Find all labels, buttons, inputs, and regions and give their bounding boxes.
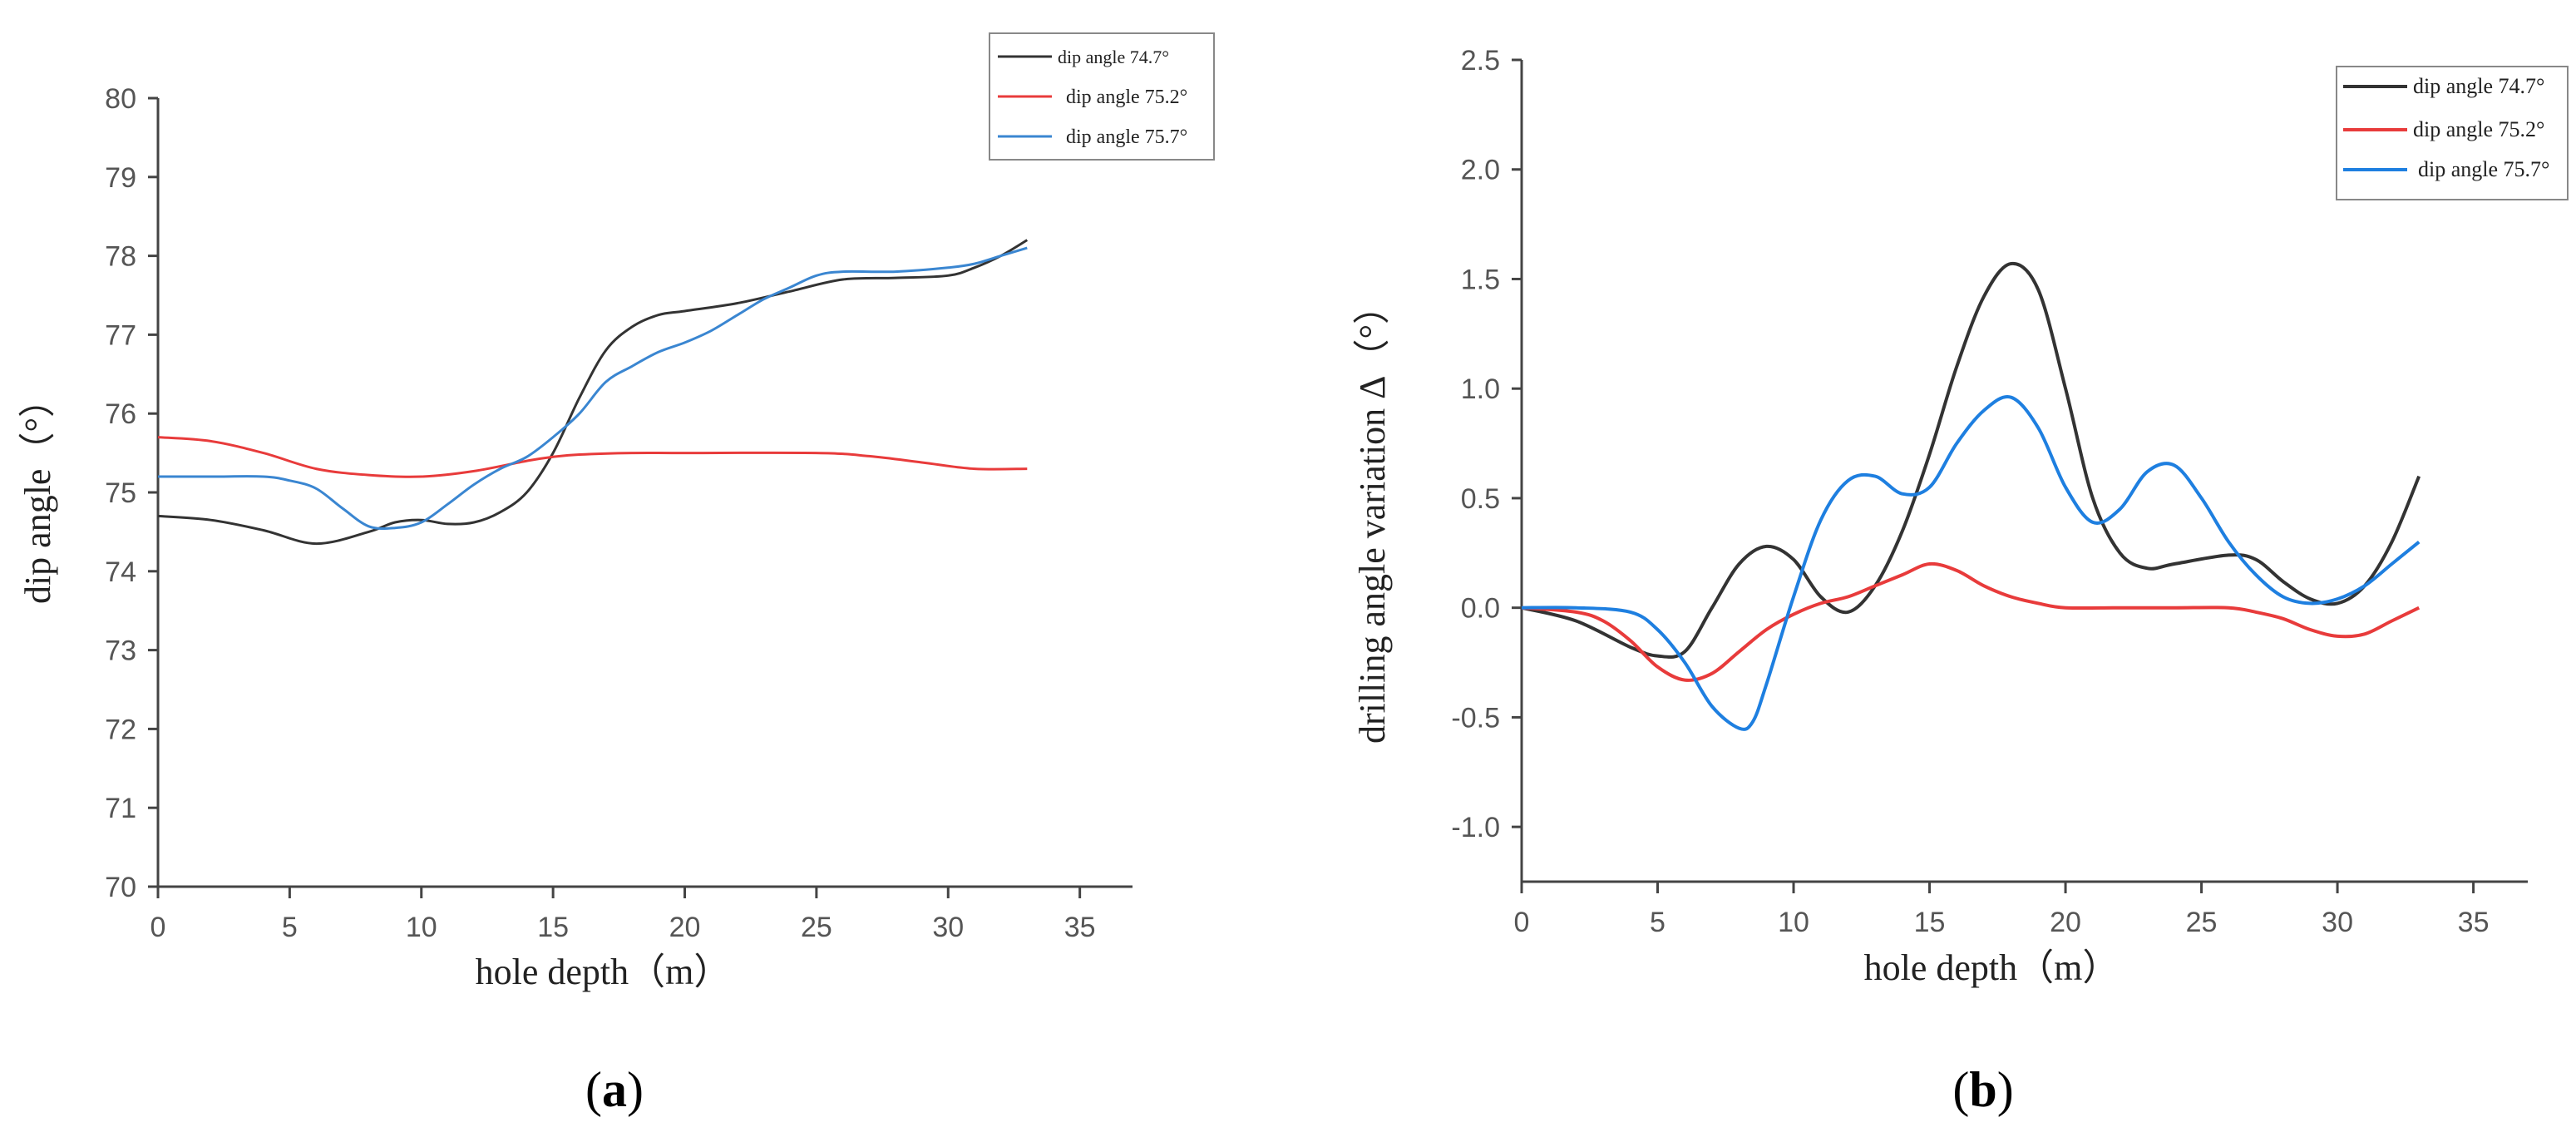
chart-a-series-line-2 [157,246,1028,531]
chart-a-x-tick-label-6: 30 [932,912,964,943]
chart-b-panel-label: (b) [1952,1062,2013,1117]
chart-a-x-ticks: 0 5 10 15 20 25 30 35 [151,887,1096,943]
chart-b-x-tick-label-5: 25 [2186,907,2218,938]
chart-a-y-ticks: 70 71 72 73 74 75 76 77 78 79 80 [105,83,158,903]
chart-a-legend: dip angle 74.7° dip angle 75.2° dip angl… [989,32,1215,161]
chart-b-y-tick-label-0: -1.0 [1451,812,1500,843]
chart-a-x-tick-label-5: 25 [801,912,832,943]
chart-b-y-tick-label-5: 1.5 [1461,264,1500,295]
chart-b-legend: dip angle 74.7° dip angle 75.2° dip angl… [2336,66,2569,200]
chart-b-legend-label-1: dip angle 75.2° [2413,117,2544,141]
chart-a-panel-letter: a [602,1062,627,1117]
chart-b-x-tick-label-3: 15 [1914,907,1946,938]
chart-b-x-tick-label-7: 35 [2458,907,2490,938]
chart-a-series-line-0 [157,239,1029,546]
chart-b-x-tick-label-6: 30 [2322,907,2353,938]
chart-b-x-tick-label-4: 20 [2050,907,2081,938]
chart-b-y-tick-label-2: 0.0 [1461,593,1500,625]
chart-a-x-tick-label-1: 5 [282,912,298,943]
chart-a-y-tick-label-6: 76 [105,398,136,430]
chart-b-x-ticks: 0 5 10 15 20 25 30 35 [1514,882,2490,938]
chart-a-y-tick-label-9: 79 [105,162,136,194]
chart-b-legend-label-2: dip angle 75.7° [2418,157,2549,181]
chart-a-x-tick-label-0: 0 [151,912,166,943]
chart-b-series-line-0 [1521,261,2421,659]
chart-b-y-tick-label-4: 1.0 [1461,373,1500,405]
chart-b-y-tick-label-3: 0.5 [1461,483,1500,515]
chart-a-y-tick-label-1: 71 [105,793,136,824]
chart-a-legend-label-0: dip angle 74.7° [1058,47,1169,67]
chart-a-y-tick-label-4: 74 [105,556,136,588]
chart-b-series-lines [1521,261,2421,731]
chart-a-legend-label-2: dip angle 75.7° [1066,126,1187,148]
chart-b-legend-label-0: dip angle 74.7° [2413,74,2544,98]
chart-b-y-ticks: -1.0 -0.5 0.0 0.5 1.0 1.5 2.0 2.5 [1451,45,1522,843]
chart-b-series-line-2 [1521,395,2421,731]
chart-b-y-tick-label-6: 2.0 [1461,155,1500,186]
chart-b-y-tick-label-7: 2.5 [1461,45,1500,77]
chart-a-x-label: hole depth（m） [476,952,731,992]
chart-b-panel-letter: b [1969,1062,1996,1117]
chart-a-y-tick-label-10: 80 [105,83,136,115]
chart-b-x-tick-label-2: 10 [1778,907,1809,938]
chart-a-legend-label-1: dip angle 75.2° [1066,87,1187,108]
chart-a-series-line-1 [157,436,1028,478]
chart-b-y-label: drilling angle variation Δ（°） [1352,288,1393,744]
chart-a-x-tick-label-4: 20 [669,912,701,943]
chart-a-y-tick-label-7: 77 [105,319,136,351]
chart-b-x-tick-label-0: 0 [1514,907,1530,938]
chart-a-y-tick-label-8: 78 [105,241,136,273]
chart-a-x-tick-label-3: 15 [537,912,569,943]
chart-a-y-tick-label-3: 73 [105,635,136,667]
chart-a-y-tick-label-2: 72 [105,714,136,745]
chart-a: 0 5 10 15 20 25 30 35 70 71 72 73 74 75 76 77 78 79 80 ho… [17,32,1215,1117]
chart-b-y-tick-label-1: -0.5 [1451,702,1500,734]
chart-a-y-label: dip angle（°） [17,381,58,604]
chart-a-x-tick-label-2: 10 [406,912,437,943]
chart-b-x-label: hole depth（m） [1864,947,2120,988]
chart-b: 0 5 10 15 20 25 30 35 -1.0 -0.5 0.0 0.5 1.0 1.5 2.0 2.… [1352,45,2569,1117]
chart-b-legend-box [2336,66,2569,200]
chart-a-x-tick-label-7: 35 [1064,912,1096,943]
chart-b-series-line-1 [1521,561,2421,682]
chart-a-y-tick-label-5: 75 [105,477,136,509]
chart-a-y-tick-label-0: 70 [105,872,136,903]
chart-a-panel-label: (a) [585,1062,644,1117]
chart-b-x-tick-label-1: 5 [1650,907,1666,938]
chart-a-series-lines [157,239,1029,546]
